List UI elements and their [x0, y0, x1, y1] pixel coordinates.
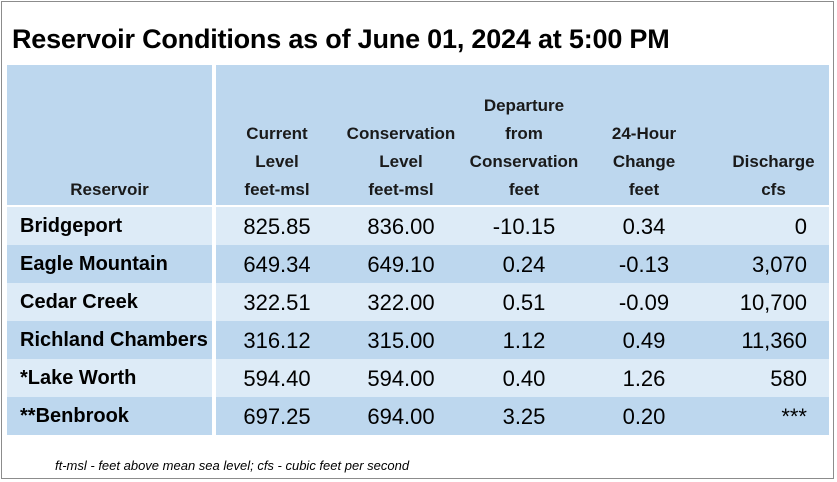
header-change-line: Change — [612, 152, 676, 171]
header-discharge-line: Discharge — [732, 152, 815, 171]
header-departure-line: from — [505, 124, 543, 143]
conservation-level-cell: 322.00 — [367, 290, 435, 315]
header-reservoir-label: Reservoir — [70, 180, 149, 199]
change-cell: 1.26 — [622, 366, 666, 391]
departure-cell: 0.24 — [502, 252, 546, 277]
header-24h-change: 24-Hour Change feet — [584, 65, 704, 205]
current-level-cell: 316.12 — [243, 328, 311, 353]
change-cell: -0.13 — [618, 252, 670, 277]
table-row: *Lake Worth 594.40 594.00 0.40 1.26 580 — [7, 359, 829, 397]
reservoir-name: Eagle Mountain — [7, 245, 216, 283]
discharge-cell: *** — [781, 404, 807, 429]
header-current-line: feet-msl — [244, 180, 310, 199]
header-departure-line: feet — [508, 180, 540, 199]
departure-cell: 1.12 — [502, 328, 546, 353]
departure-cell: 3.25 — [502, 404, 546, 429]
conservation-level-cell: 649.10 — [367, 252, 435, 277]
table-row: **Benbrook 697.25 694.00 3.25 0.20 *** — [7, 397, 829, 435]
table-row: Eagle Mountain 649.34 649.10 0.24 -0.13 … — [7, 245, 829, 283]
header-current-line: Current — [246, 124, 308, 143]
header-current-level: Current Level feet-msl — [216, 65, 338, 205]
reservoir-table: Reservoir Current Level feet-msl Conserv… — [7, 65, 829, 435]
conservation-level-cell: 315.00 — [367, 328, 435, 353]
discharge-cell: 3,070 — [751, 252, 807, 277]
header-reservoir: Reservoir — [7, 65, 216, 205]
table-row: Richland Chambers 316.12 315.00 1.12 0.4… — [7, 321, 829, 359]
header-conservation-line: Conservation — [346, 124, 456, 143]
reservoir-name: *Lake Worth — [7, 359, 216, 397]
change-cell: -0.09 — [618, 290, 670, 315]
departure-cell: 0.51 — [502, 290, 546, 315]
discharge-cell: 580 — [770, 366, 807, 391]
change-cell: 0.49 — [622, 328, 666, 353]
discharge-cell: 11,360 — [741, 328, 807, 353]
discharge-cell: 10,700 — [739, 290, 807, 315]
table-row: Cedar Creek 322.51 322.00 0.51 -0.09 10,… — [7, 283, 829, 321]
header-departure-line: Departure — [483, 96, 565, 115]
header-conservation-line: feet-msl — [368, 180, 434, 199]
current-level-cell: 825.85 — [243, 214, 311, 239]
current-level-cell: 649.34 — [243, 252, 311, 277]
table-header: Reservoir Current Level feet-msl Conserv… — [7, 65, 829, 205]
conservation-level-cell: 594.00 — [367, 366, 435, 391]
row-separator — [7, 205, 829, 207]
header-change-line: 24-Hour — [611, 124, 677, 143]
table-row: Bridgeport 825.85 836.00 -10.15 0.34 0 — [7, 207, 829, 245]
header-discharge-line: cfs — [761, 180, 786, 199]
current-level-cell: 594.40 — [243, 366, 311, 391]
discharge-cell: 0 — [794, 214, 807, 239]
change-cell: 0.20 — [622, 404, 666, 429]
current-level-cell: 697.25 — [243, 404, 311, 429]
change-cell: 0.34 — [622, 214, 666, 239]
page-title: Reservoir Conditions as of June 01, 2024… — [12, 24, 670, 54]
reservoir-name: Cedar Creek — [7, 283, 216, 321]
footnote: ft-msl - feet above mean sea level; cfs … — [55, 458, 410, 473]
reservoir-name: Bridgeport — [7, 207, 216, 245]
header-change-line: feet — [628, 180, 660, 199]
header-discharge: Discharge cfs — [704, 65, 829, 205]
departure-cell: 0.40 — [502, 366, 546, 391]
header-departure: Departure from Conservation feet — [464, 65, 584, 205]
departure-cell: -10.15 — [492, 214, 556, 239]
header-conservation-level: Conservation Level feet-msl — [338, 65, 464, 205]
reservoir-name: Richland Chambers — [7, 321, 216, 359]
conservation-level-cell: 694.00 — [367, 404, 435, 429]
header-conservation-line: Level — [379, 152, 423, 171]
header-departure-line: Conservation — [469, 152, 579, 171]
conservation-level-cell: 836.00 — [367, 214, 435, 239]
reservoir-name: **Benbrook — [7, 397, 216, 435]
current-level-cell: 322.51 — [243, 290, 311, 315]
header-current-line: Level — [255, 152, 299, 171]
